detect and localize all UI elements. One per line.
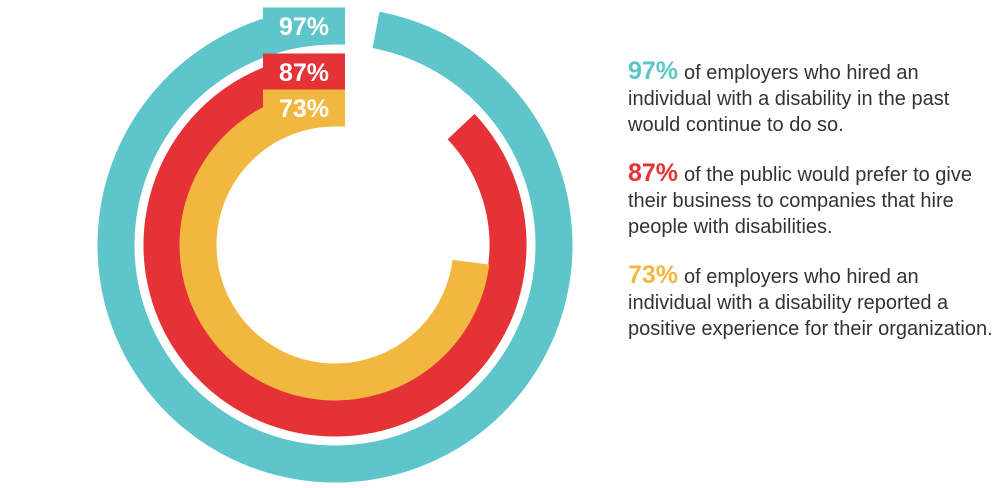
ring-bar [143, 53, 527, 437]
note-text: of employers who hired an individual wit… [628, 62, 950, 136]
notes: 97% of employers who hired an individual … [628, 58, 998, 364]
note-percent: 73% [628, 261, 679, 289]
ring-label: 73% [279, 95, 329, 123]
note: 97% of employers who hired an individual … [628, 58, 998, 138]
label-box [263, 89, 345, 127]
ring-bar [179, 89, 490, 401]
note-percent: 97% [628, 57, 679, 85]
ring-bar [97, 7, 573, 483]
note-text: of the public would prefer to give their… [628, 164, 972, 238]
note: 87% of the public would prefer to give th… [628, 160, 998, 240]
label-box [263, 7, 345, 45]
ring-label: 87% [279, 59, 329, 87]
ring-label: 97% [279, 13, 329, 41]
note-percent: 87% [628, 159, 679, 187]
note: 73% of employers who hired an individual … [628, 262, 998, 342]
label-box [263, 53, 345, 91]
note-text: of employers who hired an individual wit… [628, 266, 993, 340]
